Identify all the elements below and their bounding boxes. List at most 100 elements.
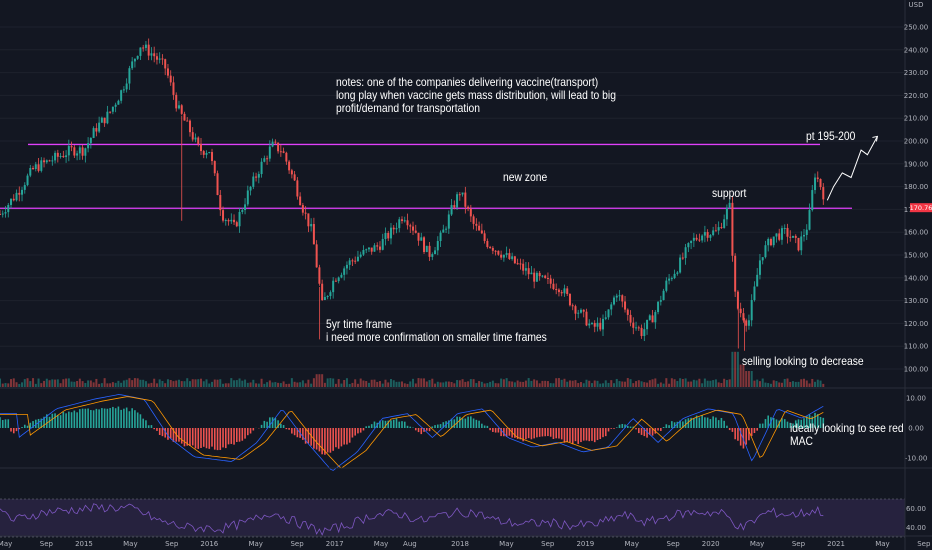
macd-bar: [296, 428, 299, 438]
candle-body: [175, 94, 178, 109]
macd-bar: [767, 415, 770, 428]
candle-body: [409, 225, 412, 227]
volume-bar: [577, 383, 580, 387]
candle-body: [365, 249, 368, 251]
candle-body: [139, 47, 142, 56]
volume-bar: [139, 379, 142, 387]
volume-bar: [233, 380, 236, 387]
candle-body: [114, 104, 117, 107]
price-tick-label: 250.00: [904, 24, 929, 32]
volume-bar: [155, 383, 158, 387]
volume-bar: [538, 383, 541, 387]
candle-body: [579, 309, 582, 313]
volume-bar: [48, 380, 51, 387]
candle-body: [4, 212, 7, 214]
candle-body: [585, 311, 588, 326]
macd-bar: [536, 428, 538, 438]
candle-body: [447, 214, 450, 229]
macd-bar: [610, 428, 613, 429]
macd-bar: [646, 428, 648, 438]
current-price-value: 170.76: [910, 204, 932, 212]
macd-bar: [467, 416, 469, 428]
volume-bar: [596, 380, 599, 387]
candle-body: [202, 151, 205, 155]
candle-body: [640, 327, 643, 337]
volume-bar: [378, 381, 381, 387]
macd-bar: [555, 428, 557, 439]
volume-bar: [819, 380, 822, 387]
candle-body: [241, 210, 244, 212]
candle-body: [478, 225, 481, 231]
price-tick-label: 180.00: [904, 183, 929, 191]
macd-bar: [390, 420, 392, 428]
candle-body: [136, 55, 139, 59]
macd-bar: [461, 418, 464, 428]
volume-bar: [211, 381, 214, 387]
candle-body: [712, 230, 715, 236]
macd-bar: [494, 428, 497, 433]
macd-bar: [607, 428, 610, 432]
date-tick-label: 2017: [326, 540, 344, 548]
date-tick-label: May: [625, 540, 639, 548]
macd-tick-label: 0.00: [908, 425, 924, 433]
macd-bar: [200, 428, 202, 449]
candle-body: [436, 241, 439, 251]
volume-bar: [684, 378, 687, 387]
volume-bar: [530, 380, 533, 387]
macd-bar: [604, 428, 607, 437]
candle-body: [659, 300, 662, 302]
macd-bar: [313, 428, 315, 449]
candle-body: [423, 237, 426, 253]
candle-body: [431, 254, 434, 257]
volume-bar: [282, 381, 285, 387]
macd-bar: [197, 428, 200, 449]
macd-bar: [354, 428, 356, 436]
volume-bar: [626, 378, 629, 387]
candle-body: [288, 161, 291, 171]
volume-bar: [288, 383, 291, 387]
volume-bar: [109, 383, 112, 387]
macd-bar: [191, 428, 194, 446]
candle-body: [279, 151, 282, 153]
macd-bar: [778, 420, 781, 428]
macd-bar: [351, 428, 354, 438]
volume-bar: [706, 380, 709, 387]
volume-bar: [610, 380, 613, 387]
volume-bar: [216, 379, 219, 387]
candle-body: [610, 304, 613, 310]
volume-bar: [533, 379, 536, 387]
date-tick-label: May: [374, 540, 388, 548]
volume-bar: [95, 378, 98, 387]
macd-bar: [558, 428, 560, 439]
macd-bar: [549, 428, 552, 437]
macd-bar: [615, 427, 618, 428]
candle-body: [590, 323, 593, 325]
candle-body: [398, 219, 401, 229]
macd-bar: [101, 408, 103, 428]
volume-bar: [246, 382, 249, 387]
volume-bar: [557, 378, 560, 387]
candle-body: [511, 256, 514, 259]
volume-bar: [428, 380, 431, 387]
candle-body: [255, 176, 258, 178]
macd-bar: [98, 409, 100, 428]
volume-bar: [244, 379, 247, 387]
candle-body: [494, 250, 497, 252]
macd-bar: [704, 417, 706, 428]
macd-bar: [114, 408, 117, 428]
macd-bar: [266, 421, 268, 428]
volume-bar: [794, 381, 797, 387]
candle-body: [778, 233, 781, 240]
candle-body: [359, 254, 362, 257]
volume-bar: [177, 379, 180, 387]
volume-bar: [646, 382, 649, 387]
volume-bar: [800, 379, 803, 387]
volume-bar: [191, 379, 194, 387]
macd-bar: [277, 420, 279, 428]
candle-body: [632, 322, 635, 328]
macd-bar: [651, 428, 654, 436]
volume-bar: [32, 378, 35, 387]
macd-bar: [709, 419, 712, 428]
date-axis: May Sep 2015 May Sep 2016 May Sep 2017 May Aug 2018…: [0, 535, 932, 548]
